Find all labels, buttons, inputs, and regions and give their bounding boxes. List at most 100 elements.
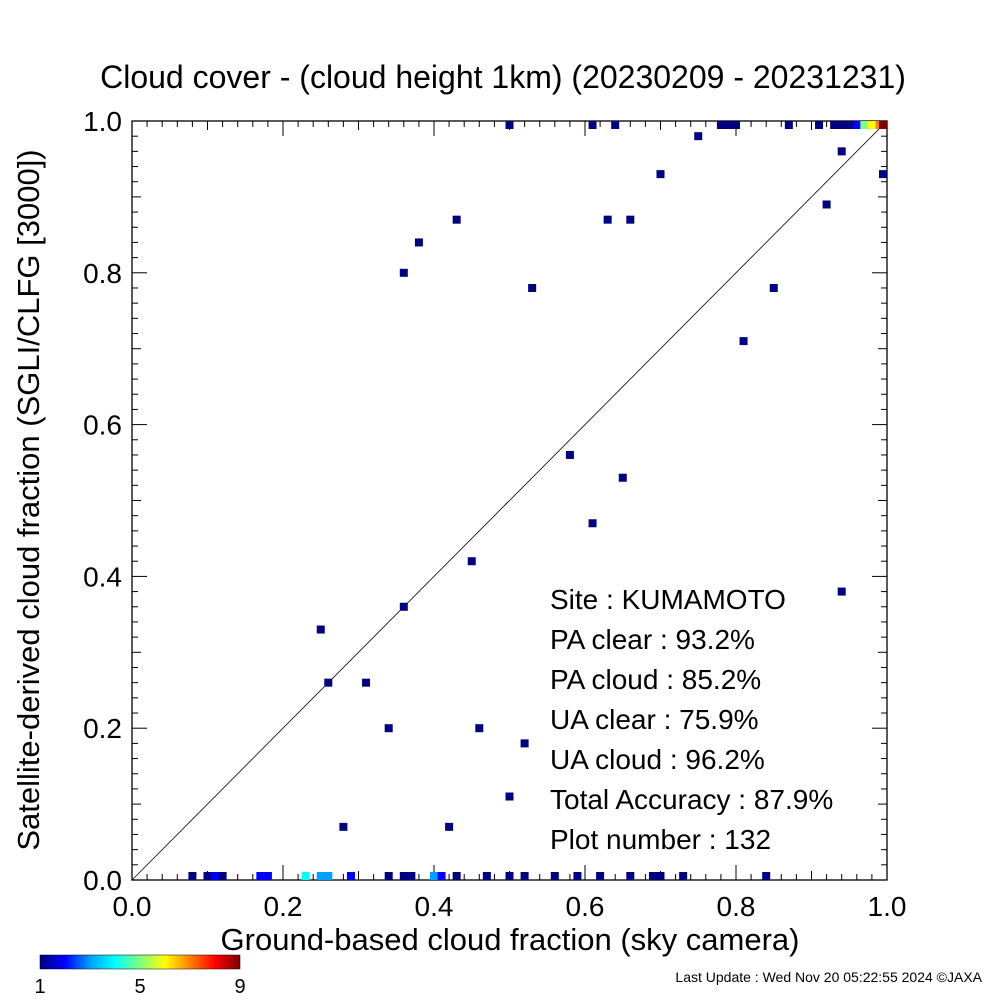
- data-point: [467, 557, 476, 566]
- data-point: [716, 121, 725, 129]
- stat-line: PA clear : 93.2%: [550, 624, 755, 655]
- data-point: [445, 822, 454, 831]
- statistics-panel: Site : KUMAMOTO PA clear : 93.2% PA cloud …: [550, 584, 833, 855]
- data-point: [399, 602, 408, 611]
- y-axis-label: Satellite-derived cloud fraction (SGLI/C…: [11, 149, 46, 850]
- data-point: [603, 215, 612, 224]
- x-tick-label: 0.2: [264, 891, 303, 922]
- y-tick-label: 0.6: [83, 410, 122, 441]
- data-point: [724, 121, 733, 129]
- data-point: [452, 215, 461, 224]
- data-point: [694, 132, 703, 141]
- data-point: [822, 200, 831, 209]
- data-point: [384, 872, 393, 880]
- data-point: [218, 872, 227, 880]
- data-point: [845, 121, 854, 129]
- x-axis-label: Ground-based cloud fraction (sky camera): [221, 922, 800, 957]
- data-point: [656, 170, 665, 179]
- stat-line: UA cloud : 96.2%: [550, 744, 765, 775]
- data-point: [837, 121, 846, 129]
- data-point: [867, 121, 876, 129]
- data-point: [437, 872, 446, 880]
- data-point: [611, 121, 620, 129]
- data-point: [830, 121, 839, 129]
- data-point: [339, 822, 348, 831]
- data-point: [648, 872, 657, 880]
- y-tick-label: 0.2: [83, 713, 122, 744]
- data-point: [815, 121, 824, 129]
- y-tick-label: 0.0: [83, 865, 122, 896]
- data-point: [301, 872, 310, 880]
- data-point: [626, 872, 635, 880]
- data-point: [452, 872, 461, 880]
- x-tick-label: 0.8: [717, 891, 756, 922]
- colorbar-label: 5: [134, 976, 145, 998]
- plot-area: 0.0 0.2 0.4 0.6 0.8 1.0 0.0 0.2 0.4 0.6 0.8 1.0: [83, 106, 906, 922]
- data-point: [573, 872, 582, 880]
- data-point: [414, 238, 423, 247]
- data-point: [550, 872, 559, 880]
- data-point: [565, 450, 574, 459]
- stat-line: Plot number : 132: [550, 824, 771, 855]
- data-point: [588, 519, 597, 528]
- one-to-one-line: [131, 120, 888, 881]
- data-point: [860, 121, 869, 129]
- stat-line: UA clear : 75.9%: [550, 704, 759, 735]
- data-point: [852, 121, 861, 129]
- stat-line: Site : KUMAMOTO: [550, 584, 786, 615]
- data-point: [656, 872, 665, 880]
- colorbar-label: 1: [34, 976, 45, 998]
- last-update-footer: Last Update : Wed Nov 20 05:22:55 2024 ©…: [675, 969, 982, 985]
- data-point: [520, 739, 529, 748]
- data-point: [505, 792, 514, 801]
- x-tick-label: 0.4: [415, 891, 454, 922]
- x-tick-label: 0.0: [113, 891, 152, 922]
- data-point: [879, 170, 887, 179]
- data-point: [505, 121, 514, 129]
- colorbar: 1 5 9: [34, 954, 246, 998]
- data-point: [211, 872, 220, 880]
- data-point: [879, 121, 887, 129]
- y-tick-label: 1.0: [83, 106, 122, 137]
- data-point: [837, 587, 846, 596]
- data-point: [256, 872, 265, 880]
- colorbar-label: 9: [234, 976, 245, 998]
- data-point: [482, 872, 491, 880]
- data-point: [520, 872, 529, 880]
- data-point: [203, 872, 212, 880]
- x-tick-label: 1.0: [868, 891, 907, 922]
- data-point: [316, 625, 325, 634]
- data-point: [732, 121, 740, 129]
- data-point: [324, 678, 333, 687]
- data-point: [784, 121, 793, 129]
- data-point: [618, 473, 627, 482]
- data-point: [399, 268, 408, 277]
- chart-title: Cloud cover - (cloud height 1km) (202302…: [100, 59, 906, 95]
- data-point: [407, 872, 416, 880]
- data-point: [679, 872, 688, 880]
- x-tick-label: 0.6: [566, 891, 605, 922]
- data-point: [399, 872, 408, 880]
- y-tick-label: 0.4: [83, 561, 122, 592]
- data-point: [475, 724, 484, 733]
- data-point: [188, 872, 197, 880]
- data-point: [596, 872, 605, 880]
- colorbar-gradient: [39, 954, 241, 970]
- data-point: [346, 872, 355, 880]
- data-point: [263, 872, 272, 880]
- data-point: [384, 724, 393, 733]
- data-point: [739, 337, 748, 346]
- data-point: [505, 872, 514, 880]
- data-point: [837, 147, 846, 156]
- data-point: [762, 872, 771, 880]
- data-point: [324, 872, 333, 880]
- data-point: [430, 872, 438, 880]
- y-tick-label: 0.8: [83, 258, 122, 289]
- stat-line: PA cloud : 85.2%: [550, 664, 761, 695]
- data-point: [528, 283, 537, 292]
- stat-line: Total Accuracy : 87.9%: [550, 784, 833, 815]
- data-point: [769, 283, 778, 292]
- data-point: [316, 872, 325, 880]
